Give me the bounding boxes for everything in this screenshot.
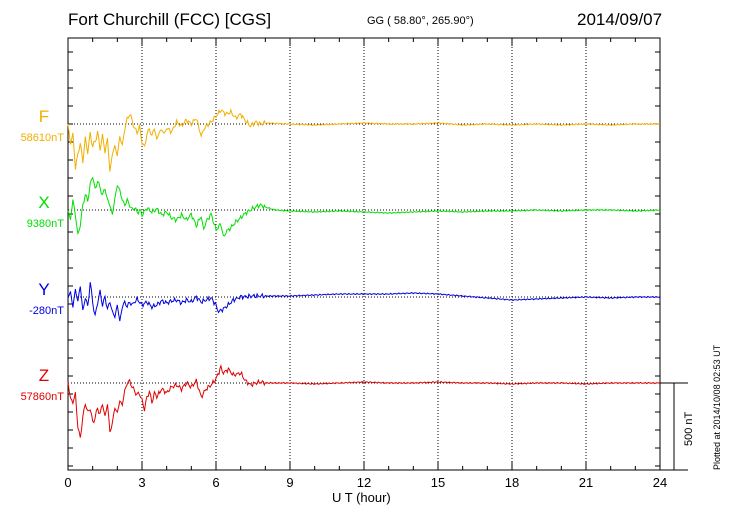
x-tick-label: 0 (64, 475, 71, 490)
series-name-x: X (38, 193, 49, 212)
series-baseline-label: 9380nT (27, 218, 65, 230)
vertical-gridlines (141, 38, 587, 470)
x-tick-label: 18 (505, 475, 519, 490)
series-z: Z 57860nT (21, 363, 661, 438)
axis-ticks: 0 3 6 9 12 15 18 21 24 (64, 38, 667, 490)
series-line-x (67, 176, 661, 237)
plot-date: 2014/09/07 (577, 10, 663, 29)
series-x: X 9380nT (27, 176, 661, 237)
x-tick-label: 15 (431, 475, 445, 490)
x-tick-label: 24 (653, 475, 667, 490)
series-f: F 58610nT (21, 107, 661, 172)
x-axis-label: U T (hour) (332, 490, 391, 505)
series-name-y: Y (38, 280, 49, 299)
series-y: Y -280nT (29, 280, 661, 322)
x-tick-label: 9 (286, 475, 293, 490)
page-title: Fort Churchill (FCC) [CGS] (68, 10, 272, 29)
series-line-f (67, 107, 661, 172)
series-name-z: Z (39, 366, 49, 385)
series-baseline-label: -280nT (29, 305, 64, 317)
series-baseline-label: 57860nT (21, 391, 65, 403)
scale-bar: 500 nT (660, 382, 695, 471)
scale-bar-label: 500 nT (683, 411, 695, 446)
series-group: F 58610nT X 9380nT Y -280nT Z 57860nT (21, 107, 661, 438)
series-line-y (67, 282, 661, 322)
x-tick-label: 21 (579, 475, 593, 490)
station-coordinates: GG ( 58.80°, 265.90°) (367, 15, 474, 27)
plotted-timestamp: Plotted at 2014/10/08 02:53 UT (712, 344, 722, 470)
x-tick-label: 3 (138, 475, 145, 490)
series-line-z (67, 363, 661, 438)
x-tick-label: 12 (357, 475, 371, 490)
x-tick-label: 6 (212, 475, 219, 490)
series-name-f: F (39, 107, 49, 126)
series-baseline-label: 58610nT (21, 132, 65, 144)
